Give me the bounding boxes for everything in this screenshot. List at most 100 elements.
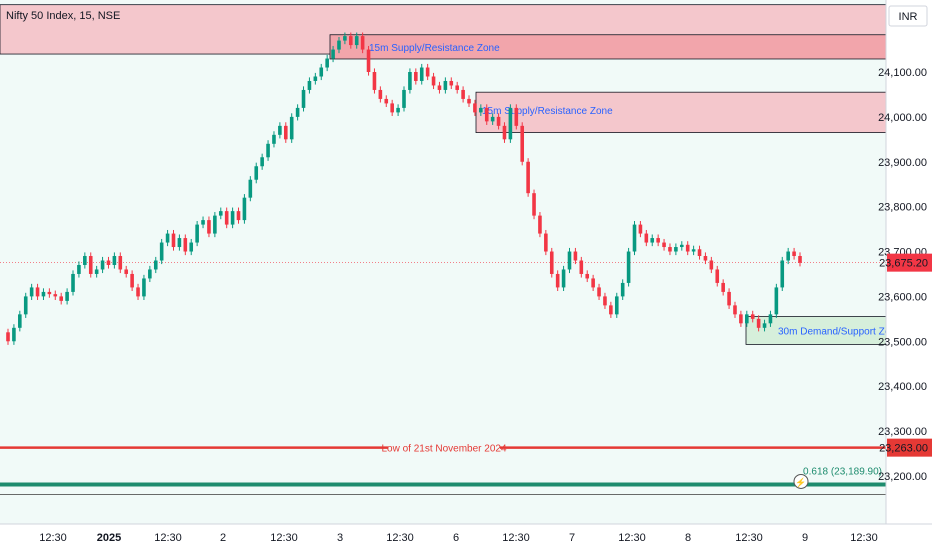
- candle-body: [526, 161, 530, 194]
- candle-body: [632, 224, 637, 252]
- candle-body: [283, 125, 288, 140]
- candle-body: [745, 314, 749, 324]
- time-tick: 12:30: [735, 532, 763, 544]
- candle-body: [691, 249, 696, 252]
- candle-body: [213, 215, 217, 234]
- plot-area[interactable]: [0, 0, 886, 524]
- candle-body: [289, 116, 294, 140]
- candle-body: [520, 125, 525, 162]
- candle-body: [272, 134, 276, 144]
- candle-body: [94, 269, 99, 274]
- time-tick: 2025: [97, 532, 121, 544]
- candle-body: [721, 282, 725, 292]
- candle-body: [201, 220, 205, 225]
- candle-body: [780, 260, 785, 288]
- price-tick: 23,400.00: [878, 381, 927, 393]
- time-tick: 12:30: [154, 532, 182, 544]
- supply-zone-1[interactable]: [329, 34, 887, 60]
- candle-body: [750, 314, 755, 319]
- lightning-icon: ⚡: [795, 476, 806, 488]
- candle-body: [756, 318, 761, 328]
- candle-body: [614, 296, 619, 315]
- candle-body: [597, 287, 601, 297]
- candle-body: [59, 296, 63, 301]
- candle-body: [207, 220, 211, 234]
- candle-body: [685, 244, 690, 252]
- candles-group: [6, 32, 802, 345]
- last-price-text: 23,675.20: [879, 258, 928, 270]
- price-tick: 23,600.00: [878, 291, 927, 303]
- price-tick: 23,500.00: [878, 336, 927, 348]
- alert-icon[interactable]: [793, 473, 809, 489]
- candle-body: [183, 238, 188, 252]
- low-price-text: 23,263.00: [879, 443, 928, 455]
- candle-body: [88, 256, 93, 274]
- time-tick: 12:30: [502, 532, 530, 544]
- candle-body: [159, 242, 164, 261]
- supply-zone-1-label: 15m Supply/Resistance Zone: [369, 43, 500, 54]
- candle-body: [591, 278, 595, 288]
- candle-body: [449, 80, 454, 86]
- price-tick: 23,800.00: [878, 202, 927, 214]
- time-axis[interactable]: [0, 524, 932, 550]
- candle-body: [490, 116, 495, 122]
- candle-body: [579, 260, 584, 274]
- candle-body: [455, 85, 459, 90]
- candle-body: [378, 89, 383, 99]
- candle-body: [674, 247, 678, 252]
- candle-body: [638, 224, 643, 234]
- candle-body: [662, 242, 666, 248]
- time-tick: 3: [337, 532, 343, 544]
- candle-body: [703, 256, 708, 261]
- candle-body: [644, 233, 649, 243]
- candle-body: [18, 314, 22, 328]
- candle-body: [118, 256, 123, 270]
- price-tick: 24,000.00: [878, 112, 927, 124]
- candle-body: [230, 211, 235, 225]
- candle-body: [727, 291, 731, 306]
- candle-body: [278, 125, 282, 135]
- candle-body: [679, 244, 684, 248]
- price-tick: 24,100.00: [878, 67, 927, 79]
- candle-body: [656, 238, 660, 243]
- candle-body: [307, 80, 312, 90]
- candle-body: [555, 273, 560, 288]
- candle-body: [153, 260, 158, 270]
- candle-body: [53, 294, 58, 297]
- candle-body: [508, 107, 513, 140]
- candle-body: [242, 197, 247, 221]
- candle-body: [189, 242, 194, 252]
- time-tick: 8: [685, 532, 691, 544]
- currency-button[interactable]: [888, 5, 928, 27]
- candle-body: [709, 260, 714, 270]
- candle-body: [484, 107, 489, 122]
- currency-label: INR: [899, 11, 918, 23]
- candle-body: [549, 251, 554, 274]
- candle-body: [236, 211, 241, 221]
- candle-body: [402, 89, 406, 108]
- candle-body: [437, 85, 442, 90]
- candle-body: [792, 251, 796, 257]
- candle-body: [319, 67, 324, 77]
- candle-body: [130, 273, 134, 288]
- candle-body: [254, 166, 259, 180]
- price-axis-ticks: 24,100.0024,000.0023,900.0023,800.0023,7…: [878, 67, 927, 483]
- candle-body: [414, 72, 418, 81]
- candle-body: [626, 251, 631, 283]
- candle-body: [260, 157, 264, 167]
- time-tick: 7: [569, 532, 575, 544]
- candle-body: [266, 143, 270, 158]
- time-tick: 12:30: [386, 532, 414, 544]
- candle-body: [408, 72, 412, 90]
- supply-zone-2[interactable]: [475, 91, 887, 133]
- candle-body: [142, 278, 146, 297]
- low-line-label: Low of 21st November 2024: [381, 444, 507, 455]
- candle-body: [124, 269, 129, 274]
- candle-body: [29, 287, 34, 297]
- candle-body: [479, 107, 483, 113]
- candle-body: [396, 107, 400, 113]
- candle-body: [337, 40, 341, 50]
- low-price-badge: [887, 438, 932, 457]
- candle-body: [620, 282, 625, 297]
